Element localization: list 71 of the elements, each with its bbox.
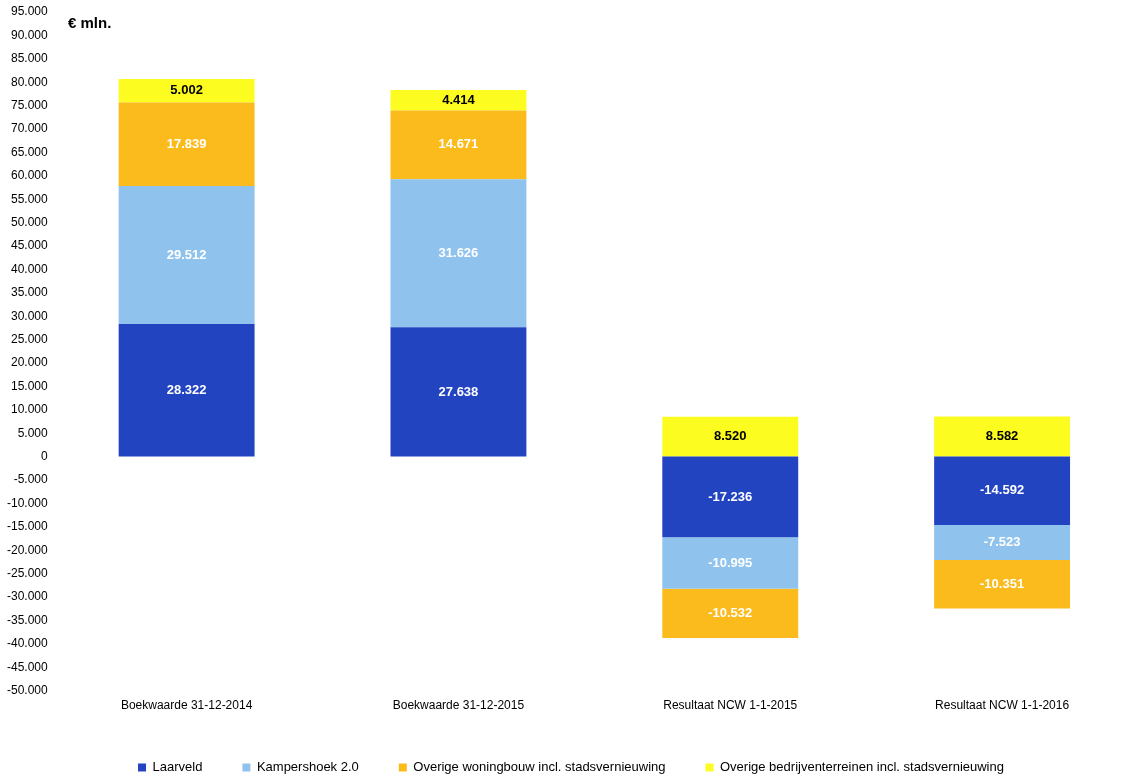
y-tick-label: -20.000 — [7, 542, 49, 557]
bar — [118, 102, 255, 186]
y-axis-title: € mln. — [68, 14, 112, 31]
data-label: 28.322 — [166, 381, 207, 397]
bar — [662, 588, 799, 639]
x-tick-label: Resultaat NCW 1-1-2016 — [935, 698, 1070, 713]
y-tick-label: -40.000 — [7, 636, 49, 651]
y-tick-label: 45.000 — [11, 238, 49, 253]
y-tick-label: -35.000 — [7, 612, 49, 627]
data-label: 27.638 — [438, 383, 479, 399]
data-label: -14.592 — [980, 482, 1025, 498]
bar — [390, 179, 527, 328]
y-tick-label: 80.000 — [11, 74, 49, 89]
data-label: -10.995 — [708, 554, 753, 570]
data-label: -17.236 — [708, 488, 753, 504]
y-tick-label: 85.000 — [11, 51, 49, 66]
legend-label: Laarveld — [152, 759, 203, 775]
legend-label: Overige bedrijventerreinen incl. stadsvernieuwing — [719, 759, 1004, 775]
y-tick-label: -10.000 — [7, 495, 49, 510]
data-label: 17.839 — [166, 135, 207, 151]
y-tick-label: 40.000 — [11, 261, 49, 276]
y-tick-label: 90.000 — [11, 27, 49, 42]
legend-label: Kampershoek 2.0 — [256, 759, 359, 775]
y-tick-label: -5.000 — [13, 472, 49, 487]
bar — [934, 416, 1071, 457]
y-tick-label: 5.000 — [17, 425, 49, 440]
bar — [118, 324, 255, 457]
y-tick-label: -45.000 — [7, 659, 49, 674]
data-label: -7.523 — [983, 534, 1021, 550]
x-tick-label: Boekwaarde 31-12-2015 — [392, 698, 525, 713]
y-tick-label: 0 — [41, 448, 49, 463]
bar — [118, 185, 255, 325]
y-tick-label: 10.000 — [11, 402, 49, 417]
data-label: 5.002 — [170, 82, 203, 98]
data-label: -10.351 — [980, 575, 1025, 591]
data-label: 29.512 — [166, 246, 207, 262]
y-tick-label: -30.000 — [7, 589, 49, 604]
bar — [934, 456, 1071, 525]
bar — [934, 524, 1071, 561]
bar — [390, 110, 527, 180]
y-tick-label: 20.000 — [11, 355, 49, 370]
y-tick-label: 65.000 — [11, 144, 49, 159]
data-label: -10.532 — [708, 604, 753, 620]
x-tick-label: Resultaat NCW 1-1-2015 — [663, 698, 798, 713]
y-tick-label: 95.000 — [11, 4, 49, 19]
data-label: 8.582 — [985, 428, 1019, 444]
y-tick-label: -25.000 — [7, 565, 49, 580]
y-tick-label: -15.000 — [7, 519, 49, 534]
bar — [934, 560, 1071, 609]
y-tick-label: -50.000 — [7, 682, 49, 697]
bar — [390, 89, 527, 111]
y-tick-label: 75.000 — [11, 97, 49, 112]
data-label: 4.414 — [442, 91, 476, 107]
y-tick-label: 25.000 — [11, 331, 49, 346]
y-tick-label: 70.000 — [11, 121, 49, 136]
y-tick-label: 30.000 — [11, 308, 49, 323]
bar — [662, 416, 799, 457]
y-tick-label: 60.000 — [11, 168, 49, 183]
legend-label: Overige woningbouw incl. stadsvernieuwing — [413, 759, 666, 775]
data-label: 8.520 — [713, 428, 747, 444]
y-tick-label: 55.000 — [11, 191, 49, 206]
data-label: 14.671 — [438, 136, 479, 152]
y-tick-label: 50.000 — [11, 214, 49, 229]
y-tick-label: 35.000 — [11, 285, 49, 300]
bar — [390, 327, 527, 457]
bar — [662, 456, 799, 538]
bar — [118, 79, 255, 103]
x-tick-label: Boekwaarde 31-12-2014 — [120, 698, 253, 713]
data-label: 31.626 — [438, 244, 479, 260]
y-tick-label: 15.000 — [11, 378, 49, 393]
bar — [662, 537, 799, 589]
